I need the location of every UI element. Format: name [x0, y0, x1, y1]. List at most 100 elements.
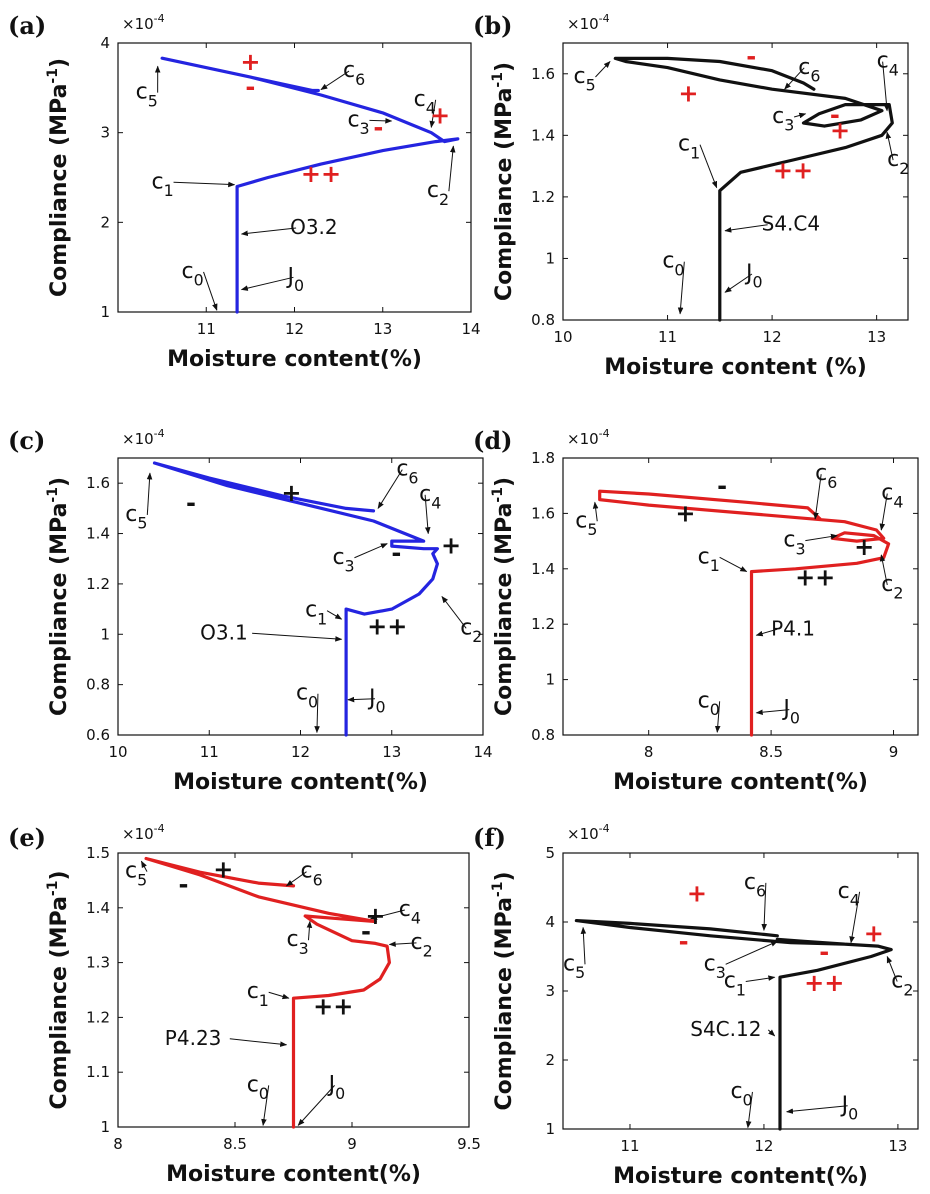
y-axis-label: Compliance (MPa-1)	[490, 871, 517, 1110]
x-tick-label: 12	[291, 743, 310, 761]
annotation-c5: c5	[125, 502, 147, 533]
annotation-c4-main: c	[419, 482, 431, 507]
annotation-c3-sub: 3	[784, 116, 794, 135]
sign-marker: -	[717, 472, 727, 500]
annotation-c1-sub: 1	[164, 181, 174, 200]
annotation-arrow	[424, 494, 431, 535]
annotation-j0: J0	[327, 1072, 346, 1103]
y-axis-label-text: Compliance (MPa	[47, 896, 72, 1109]
multiplier-exp: -4	[154, 822, 165, 835]
annotation-arrow	[320, 70, 350, 91]
specimen-label-main: P4.1	[771, 616, 815, 640]
annotation-c5: c5	[136, 80, 158, 111]
sign-marker: -	[830, 101, 840, 129]
annotation-j0-main: J	[327, 1072, 336, 1097]
y-tick-label: 1.2	[86, 1008, 110, 1026]
annotation-c4-sub: 4	[893, 492, 903, 511]
y-tick-label: 1.4	[531, 126, 555, 144]
annotation-arrow	[314, 693, 320, 734]
annotation-c3-main: c	[772, 104, 784, 129]
annotation-j0-main: J	[744, 261, 753, 286]
sign-marker: -	[245, 73, 255, 101]
y-axis-label: Compliance (MPa-1)	[45, 870, 72, 1109]
annotation-c4-sub: 4	[850, 891, 860, 910]
sign-marker: +	[365, 902, 385, 930]
y-axis-label: Compliance (MPa-1)	[490, 62, 517, 301]
x-axis-label: Moisture content(%)	[173, 770, 428, 795]
annotation-arrow	[699, 144, 718, 189]
annotation-c5-main: c	[136, 80, 148, 105]
annotation-c2: c2	[891, 969, 913, 1000]
x-tick-label: 8	[644, 743, 654, 761]
annotation-c6: c6	[396, 457, 418, 488]
y-axis-label-text: Compliance (MPa	[492, 897, 517, 1110]
annotation-c5-sub: 5	[137, 870, 147, 889]
annotation-c6-main: c	[396, 457, 408, 482]
annotation-c5: c5	[125, 859, 147, 890]
multiplier-exp: -4	[599, 427, 610, 440]
y-axis-label-exp: -1	[490, 72, 506, 88]
annotation-c6-main: c	[744, 870, 756, 895]
sign-marker: +	[678, 79, 698, 107]
annotation-c2: c2	[881, 572, 903, 603]
annotation-arrow	[767, 1029, 776, 1037]
annotation-arrow	[784, 67, 805, 90]
sign-marker: ++	[773, 156, 813, 184]
y-tick-label: 1	[100, 625, 110, 643]
panel-label: (a)	[8, 11, 46, 40]
y-axis-label-exp: -1	[45, 487, 61, 503]
annotation-arrow	[297, 1085, 335, 1126]
annotation-c5-main: c	[125, 859, 137, 884]
annotation-c2: c2	[427, 178, 449, 209]
sign-marker: -	[186, 489, 196, 517]
annotation-c2-main: c	[427, 178, 439, 203]
x-tick-label: 11	[197, 320, 216, 338]
annotation-c1: c1	[305, 598, 327, 629]
x-axis-label: Moisture content(%)	[167, 347, 422, 372]
y-axis-label-exp: -1	[45, 68, 61, 84]
annotation-arrow	[849, 891, 861, 944]
annotation-c6-main: c	[301, 859, 313, 884]
x-tick-label: 10	[108, 743, 127, 761]
annotation-j0-sub: 0	[375, 697, 385, 716]
annotation-arrow	[786, 1105, 848, 1114]
y-axis-label-exp: -1	[45, 881, 61, 897]
annotation-c1-sub: 1	[736, 980, 746, 999]
specimen-label-main: O3.2	[290, 215, 338, 239]
y-tick-label: 1	[545, 249, 555, 267]
annotation-arrow	[879, 554, 888, 586]
specimen-label: S4C.12	[690, 1017, 761, 1041]
y-tick-label: 3	[100, 124, 110, 142]
sign-marker: -	[391, 539, 401, 567]
annotation-c1-sub: 1	[710, 556, 720, 575]
x-axis-label: Moisture content(%)	[613, 770, 868, 795]
annotation-c2-main: c	[881, 572, 893, 597]
annotation-arrow	[882, 61, 890, 112]
multiplier-base: ×10	[567, 430, 599, 448]
sign-marker: ++	[804, 969, 844, 997]
x-tick-label: 9.5	[457, 1135, 481, 1153]
y-tick-label: 1.2	[531, 615, 555, 633]
sign-marker: ++	[367, 612, 407, 640]
sign-marker: +	[281, 479, 301, 507]
annotation-arrow	[805, 533, 838, 542]
annotation-c6-main: c	[343, 58, 355, 83]
annotation-arrow	[755, 709, 790, 716]
annotation-c6: c6	[301, 859, 323, 890]
y-tick-label: 2	[100, 213, 110, 231]
annotation-c6: c6	[744, 870, 766, 901]
panel-e: (e)11.11.21.31.41.58 8.5 9 9.5×10-4Moisture…	[8, 822, 481, 1187]
annotation-c0-main: c	[247, 1072, 259, 1097]
y-axis-label-exp: -1	[490, 882, 506, 898]
annotation-c3-main: c	[347, 107, 359, 132]
annotation-c4-main: c	[877, 49, 889, 74]
annotation-arrow	[285, 871, 307, 887]
annotation-arrow	[813, 474, 822, 520]
y-tick-label: 1.4	[86, 899, 110, 917]
annotation-j0-sub: 0	[294, 276, 304, 295]
annotation-c5-main: c	[575, 508, 587, 533]
specimen-label: P4.23	[165, 1026, 222, 1050]
annotation-c4-sub: 4	[889, 60, 899, 79]
annotation-c5: c5	[563, 951, 585, 982]
